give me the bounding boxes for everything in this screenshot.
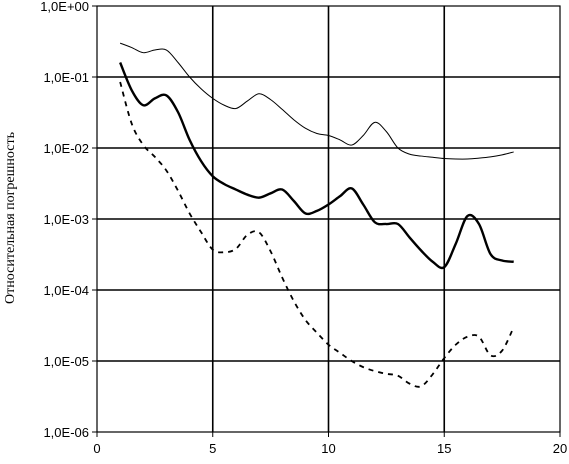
x-tick-label: 20 (553, 441, 567, 456)
grid (97, 6, 560, 432)
x-axis-ticks: 0 5 10 15 20 (93, 432, 567, 456)
series-line-thick-solid (119, 62, 514, 270)
y-tick-label: 1,0E-03 (43, 212, 89, 227)
x-tick-label: 0 (93, 441, 100, 456)
y-tick-label: 1,0E-01 (43, 70, 89, 85)
series-group (119, 42, 515, 388)
y-axis-label: Относительная погрешность (3, 132, 18, 304)
y-tick-label: 1,0E+00 (40, 0, 89, 14)
y-tick-label: 1,0E-02 (43, 141, 89, 156)
x-tick-label: 15 (437, 441, 451, 456)
x-tick-label: 10 (321, 441, 335, 456)
y-axis-ticks: 1,0E+00 1,0E-01 1,0E-02 1,0E-03 1,0E-04 1,0E-… (40, 0, 97, 440)
x-tick-label: 5 (209, 441, 216, 456)
series-line-dashed (119, 81, 515, 388)
y-tick-label: 1,0E-06 (43, 425, 89, 440)
y-tick-label: 1,0E-04 (43, 283, 89, 298)
series-line-thin-solid (119, 42, 514, 160)
y-tick-label: 1,0E-05 (43, 354, 89, 369)
